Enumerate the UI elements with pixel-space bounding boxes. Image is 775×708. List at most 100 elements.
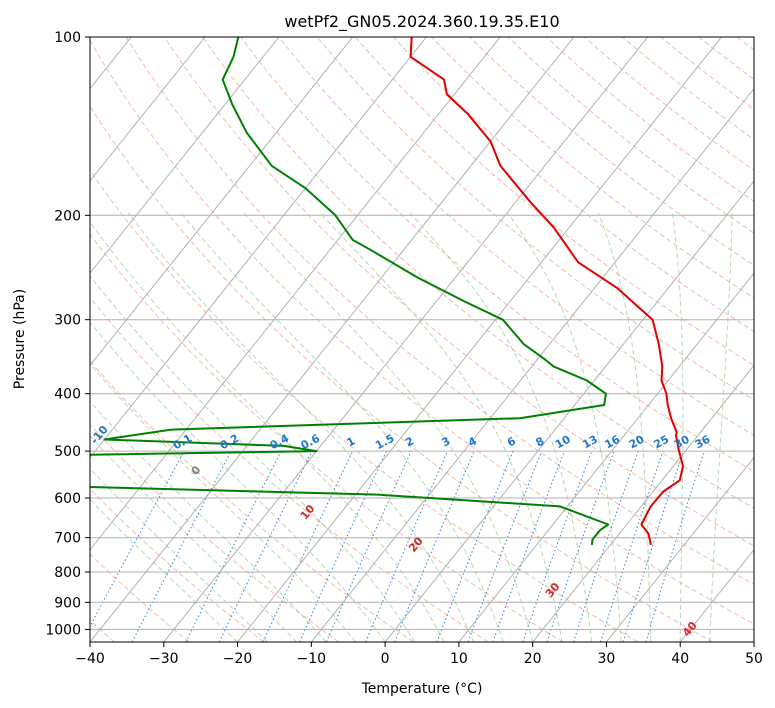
y-tick-label: 500 <box>54 444 81 460</box>
moist-adiabat-line <box>90 498 238 642</box>
moist-adiabat-line <box>90 221 445 642</box>
x-tick-label: 40 <box>671 651 689 667</box>
plot-frame <box>89 36 755 643</box>
moist-adiabat-line <box>672 212 684 642</box>
x-tick-label: 10 <box>450 651 468 667</box>
isotherm-line <box>163 37 649 642</box>
isotherm-line <box>90 37 206 182</box>
y-tick-label: 300 <box>54 313 81 329</box>
x-tick-label: −10 <box>297 651 327 667</box>
isotherm-line <box>90 37 575 642</box>
mixing-ratio-label: 13 <box>580 433 600 452</box>
y-tick-label: 900 <box>54 595 81 611</box>
isotherm-line <box>458 272 754 642</box>
dry-adiabat-line <box>90 360 414 642</box>
dry-adiabat-line <box>90 39 754 625</box>
dry-adiabat-line <box>90 423 339 642</box>
mixing-ratio-label: 36 <box>693 433 713 452</box>
dry-adiabat-line <box>125 37 754 586</box>
x-tick-label: 50 <box>745 651 763 667</box>
mixing-ratio-label: 16 <box>603 433 623 452</box>
y-tick-label: 200 <box>54 208 81 224</box>
x-tick-label: 0 <box>381 651 390 667</box>
isotherm-line <box>90 37 427 459</box>
dry-adiabat-line <box>469 37 754 266</box>
dry-adiabats <box>90 37 754 642</box>
mixing-ratio-line <box>299 450 387 642</box>
mixing-ratio-line <box>645 450 705 642</box>
y-tick-label: 100 <box>54 30 81 46</box>
dry-adiabat-line <box>354 37 754 367</box>
x-tick-label: −30 <box>149 651 179 667</box>
dry-adiabat-line <box>278 37 754 436</box>
dry-adiabat-line <box>584 37 754 171</box>
dry-adiabat-line <box>316 37 754 401</box>
moist-adiabat-line <box>127 212 475 642</box>
dry-adiabat-line <box>90 233 564 642</box>
isotherm-line <box>606 456 754 642</box>
isotherm-line <box>237 37 722 642</box>
moist-adiabat-line <box>90 400 327 642</box>
dewpoint-profile-line <box>90 37 610 546</box>
chart-title: wetPf2_GN05.2024.360.19.35.E10 <box>284 12 559 32</box>
mixing-ratio-line <box>394 450 475 642</box>
dry-adiabat-line <box>163 37 754 547</box>
dry-adiabat-line <box>90 488 265 642</box>
moist-adiabat-line <box>90 467 268 642</box>
mixing-ratio-label: 10 <box>553 433 573 452</box>
mixing-ratio-label: 30 <box>672 433 692 452</box>
x-tick-label: 30 <box>598 651 616 667</box>
x-tick-label: 20 <box>524 651 542 667</box>
mixing-ratio-lines <box>90 450 705 642</box>
isotherm-line <box>90 37 280 274</box>
y-tick-label: 400 <box>54 387 81 403</box>
mixing-ratio-line <box>325 450 412 642</box>
mixing-ratio-line <box>218 450 313 642</box>
moist-adiabat-line <box>319 212 563 642</box>
moist-adiabat-line <box>180 212 504 642</box>
isotherms <box>90 37 754 642</box>
isotherm-line <box>310 87 754 642</box>
x-tick-label: −40 <box>75 651 105 667</box>
mixing-ratio-line <box>622 450 684 642</box>
dry-adiabat-line <box>431 37 754 299</box>
isotherm-line <box>90 37 501 551</box>
mixing-ratio-line <box>546 450 615 642</box>
dry-adiabat-line <box>202 37 754 509</box>
moist-adiabat-line <box>597 212 652 642</box>
y-tick-label: 1000 <box>45 622 81 638</box>
data-lines <box>90 37 684 546</box>
moist-adiabat-line <box>90 321 386 642</box>
mixing-ratio-line <box>262 450 354 642</box>
background-lines <box>90 37 754 642</box>
x-axis-label: Temperature (°C) <box>361 681 483 697</box>
mixing-ratio-line <box>522 450 593 642</box>
y-tick-label: 800 <box>54 565 81 581</box>
moist-adiabat-line <box>709 212 733 642</box>
dry-adiabat-line <box>393 37 754 333</box>
isotherm-line <box>532 364 754 642</box>
dry-adiabat-line <box>90 296 489 642</box>
dry-adiabat-line <box>90 169 639 642</box>
mixing-ratio-line <box>365 450 449 642</box>
y-tick-label: 600 <box>54 491 81 507</box>
y-axis-label: Pressure (hPa) <box>12 289 28 389</box>
y-tick-label: 700 <box>54 531 81 547</box>
moist-adiabats <box>90 212 733 642</box>
moist-adiabat-line <box>90 274 416 642</box>
mixing-ratio-label: 20 <box>627 433 647 452</box>
dry-adiabat-line <box>90 105 713 642</box>
isotherm-line <box>384 180 754 642</box>
mixing-ratio-line <box>90 450 185 628</box>
plot-background <box>90 37 754 642</box>
mixing-ratio-label: 25 <box>652 433 672 452</box>
moist-adiabat-line <box>90 435 297 642</box>
moist-adiabat-line <box>90 363 356 642</box>
y-axis: 100 200 300 400 500 600 700 800 900 1000 <box>45 30 90 638</box>
mixing-ratio-line <box>600 450 664 642</box>
x-axis: −40 −30 −20 −10 0 10 20 30 40 50 <box>75 642 763 667</box>
temperature-profile-line <box>409 37 684 546</box>
isotherm-line <box>90 37 354 367</box>
dry-adiabat-line <box>507 37 754 234</box>
